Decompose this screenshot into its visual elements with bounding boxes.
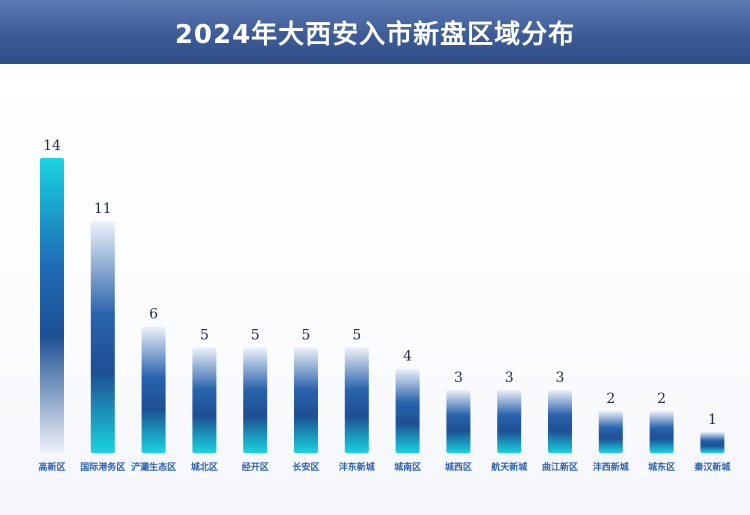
value-label-3: 5 bbox=[200, 328, 209, 344]
bar-9 bbox=[497, 389, 522, 453]
bar-10 bbox=[548, 389, 572, 453]
chart-header: 2024年大西安入市新盘区域分布 bbox=[0, 0, 750, 64]
category-label-12: 城东区 bbox=[648, 461, 675, 473]
chart-title: 2024年大西安入市新盘区域分布 bbox=[174, 19, 576, 50]
category-label-3: 城北区 bbox=[191, 461, 218, 473]
category-label-8: 城西区 bbox=[445, 461, 472, 473]
bar-3 bbox=[192, 347, 217, 453]
bar-12 bbox=[649, 410, 674, 453]
bar-11 bbox=[598, 410, 623, 453]
category-label-2: 浐灞生态区 bbox=[131, 461, 176, 473]
bars-group: 14 高新区 11 国际港务区 6 浐灞生态区 5 城北区 5 经开区 5 长安区 5 沣东新城 4 城南区 3… bbox=[38, 138, 730, 473]
bar-8 bbox=[446, 389, 471, 453]
category-label-6: 沣东新城 bbox=[339, 461, 375, 473]
category-label-0: 高新区 bbox=[38, 461, 65, 473]
chart-area: 14 高新区 11 国际港务区 6 浐灞生态区 5 城北区 5 经开区 5 长安区 5 沣东新城 4 城南区 3… bbox=[0, 64, 750, 515]
bar-chart: 14 高新区 11 国际港务区 6 浐灞生态区 5 城北区 5 经开区 5 长安区 5 沣东新城 4 城南区 3… bbox=[38, 138, 730, 473]
category-label-13: 秦汉新城 bbox=[693, 461, 730, 473]
bar-7 bbox=[395, 368, 420, 453]
value-label-1: 11 bbox=[94, 201, 112, 217]
value-label-10: 3 bbox=[556, 370, 565, 386]
value-label-8: 3 bbox=[454, 370, 463, 386]
value-label-0: 14 bbox=[43, 138, 61, 154]
value-label-5: 5 bbox=[302, 328, 311, 344]
category-label-10: 曲江新区 bbox=[542, 461, 578, 473]
category-label-4: 经开区 bbox=[242, 461, 269, 473]
bar-2 bbox=[141, 326, 166, 453]
bar-6 bbox=[344, 347, 369, 453]
value-label-2: 6 bbox=[149, 307, 158, 323]
value-label-7: 4 bbox=[403, 349, 412, 365]
bar-13 bbox=[700, 431, 725, 453]
value-label-12: 2 bbox=[657, 391, 666, 407]
bar-5 bbox=[294, 347, 318, 453]
bar-0 bbox=[40, 158, 64, 453]
category-label-7: 城南区 bbox=[394, 461, 421, 473]
category-label-11: 沣西新城 bbox=[593, 461, 629, 473]
bar-4 bbox=[243, 347, 268, 453]
value-label-9: 3 bbox=[505, 370, 514, 386]
bar-1 bbox=[90, 221, 115, 453]
category-label-5: 长安区 bbox=[292, 461, 319, 473]
category-label-1: 国际港务区 bbox=[80, 461, 125, 473]
value-label-11: 2 bbox=[606, 391, 615, 407]
category-label-9: 航天新城 bbox=[491, 461, 527, 473]
value-label-13: 1 bbox=[708, 412, 717, 428]
value-label-4: 5 bbox=[251, 328, 260, 344]
value-label-6: 5 bbox=[352, 328, 361, 344]
